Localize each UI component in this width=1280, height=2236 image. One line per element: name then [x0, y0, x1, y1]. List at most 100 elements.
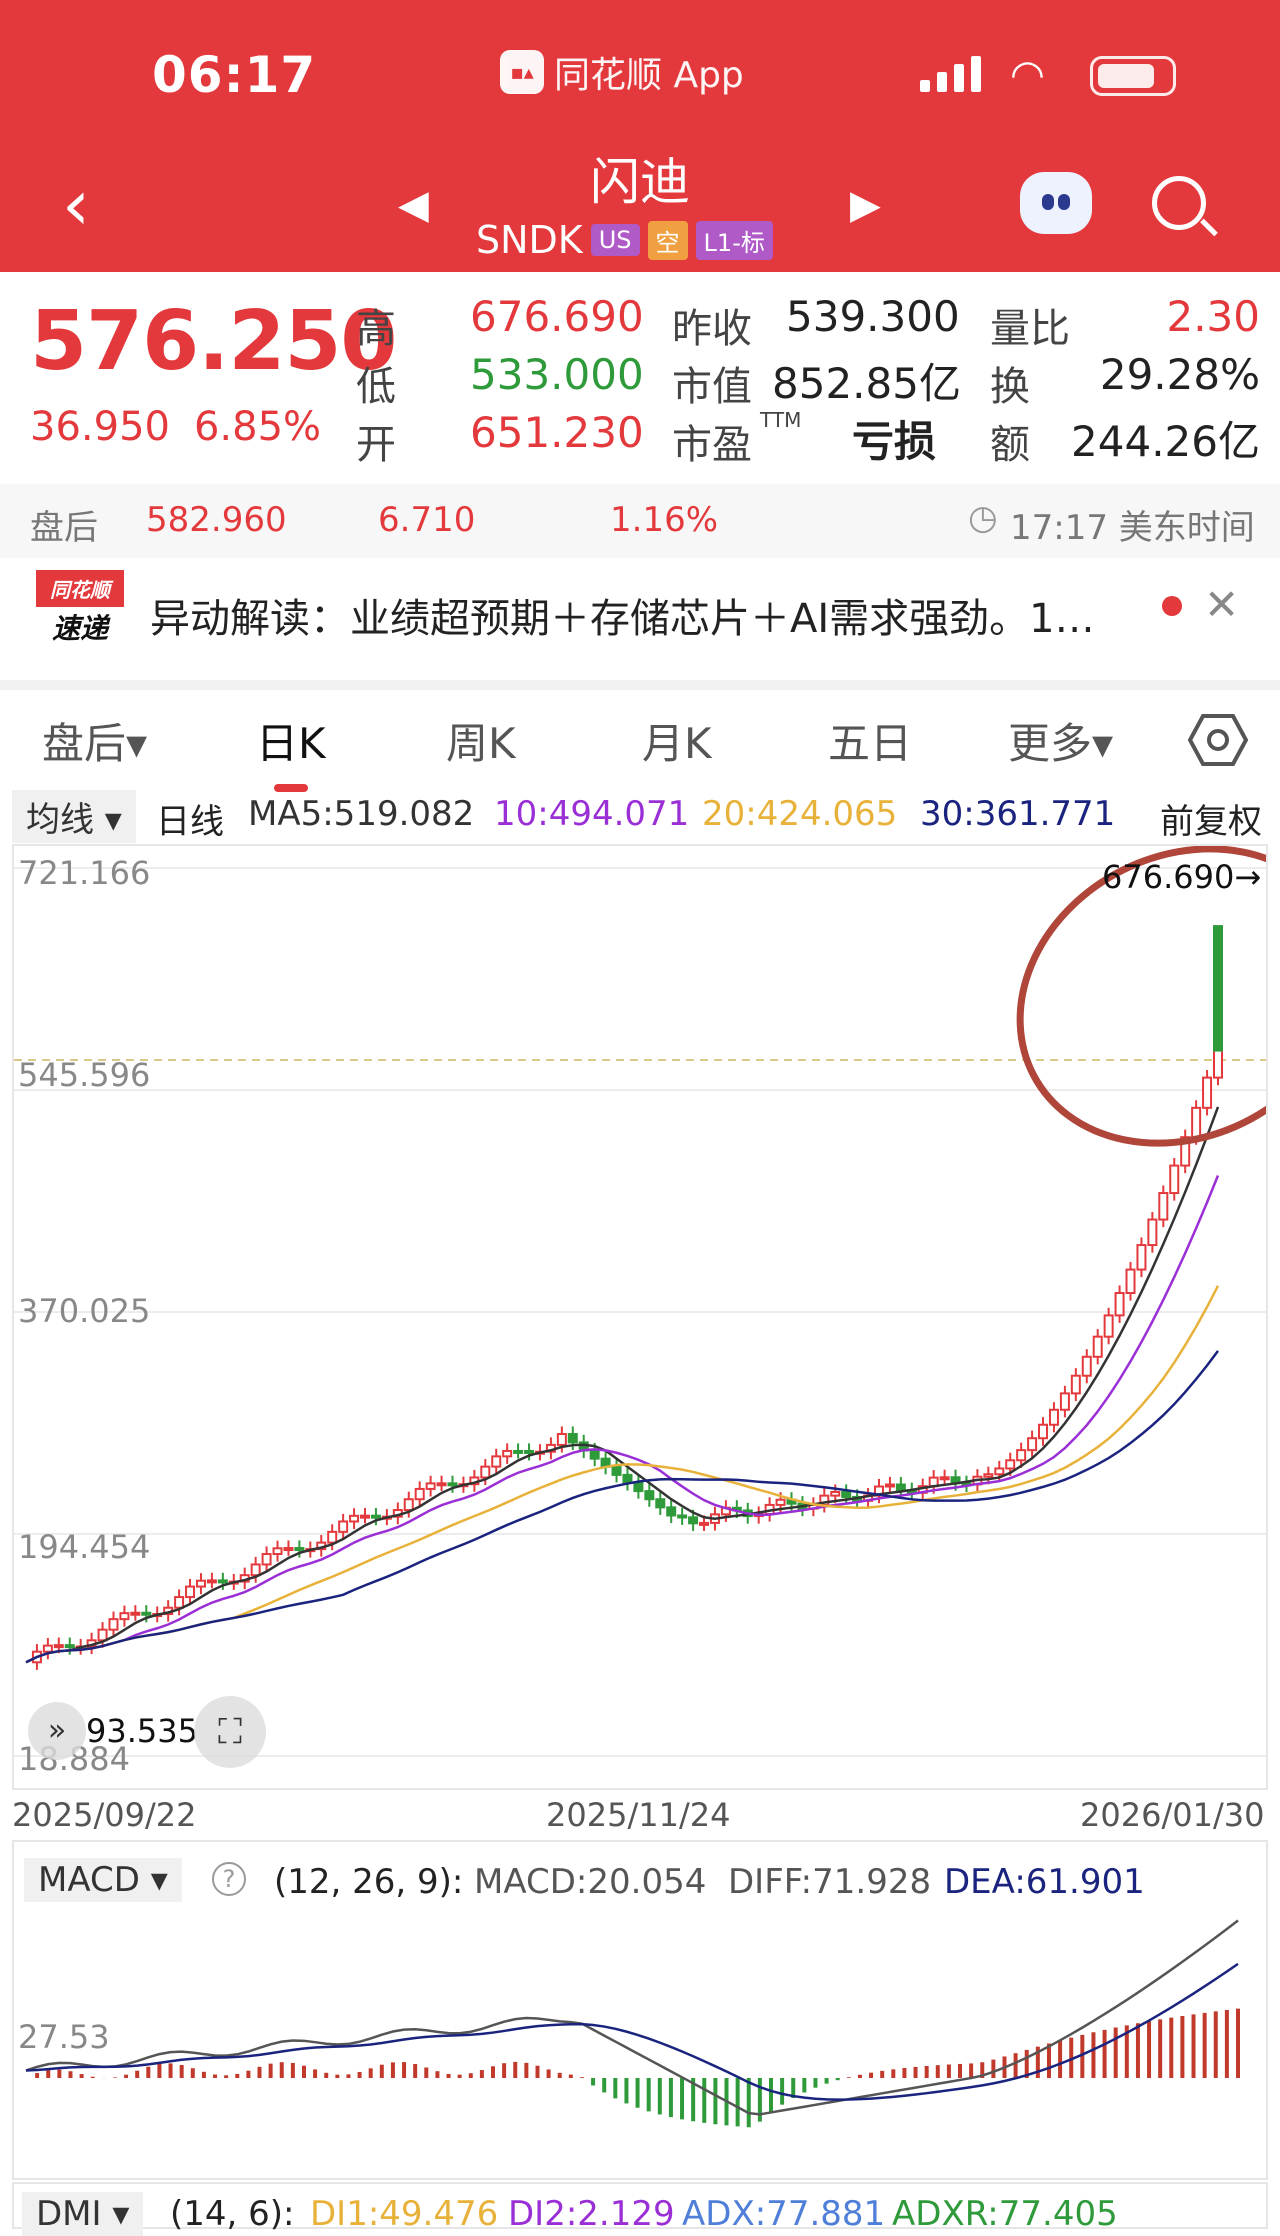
macd-selector-label: MACD — [38, 1860, 140, 1900]
x-axis-labels: 2025/09/22 2025/11/24 2026/01/30 — [0, 1790, 1280, 1836]
macd-selector[interactable]: MACD ▾ — [24, 1858, 182, 1902]
candle-body — [261, 1553, 272, 1566]
value-low: 533.000 — [470, 350, 644, 399]
macd-panel[interactable]: MACD ▾ ? (12, 26, 9): MACD:20.054 DIFF:7… — [12, 1840, 1268, 2180]
diff-line — [25, 1919, 1239, 2116]
ma-selector[interactable]: 均线 ▾ — [12, 790, 136, 843]
candle-body — [272, 1547, 283, 1556]
candle-body — [775, 1498, 786, 1506]
diff-value: DIFF:71.928 — [728, 1862, 932, 1902]
candle-body — [1103, 1314, 1114, 1338]
candle-body — [1180, 1136, 1191, 1167]
candle-body — [994, 1467, 1005, 1476]
candle-body — [666, 1506, 677, 1517]
candle-body — [1027, 1437, 1038, 1452]
battery-icon — [1090, 56, 1176, 96]
candle-body — [1147, 1218, 1158, 1247]
candle-body — [1136, 1244, 1147, 1271]
macd-params: (12, 26, 9): — [274, 1862, 464, 1902]
candle-body — [491, 1455, 502, 1468]
di2-value: DI2:2.129 — [508, 2194, 675, 2234]
x-label-0: 2025/09/22 — [12, 1796, 197, 1834]
search-icon[interactable] — [1152, 176, 1206, 230]
assistant-robot-icon[interactable] — [1020, 172, 1092, 234]
candle-body — [108, 1618, 119, 1631]
candle-body — [655, 1498, 666, 1509]
dmi-selector[interactable]: DMI ▾ — [22, 2192, 144, 2236]
candle-body — [97, 1628, 108, 1642]
ma5-value: MA5:519.082 — [248, 794, 475, 834]
stock-name: 闪迪 — [590, 153, 690, 211]
value-pe: 亏损 — [852, 417, 937, 466]
settings-hexagon-icon[interactable] — [1188, 710, 1248, 770]
ma-legend-row: 均线 ▾ 日线 MA5:519.082 10:494.071 20:424.06… — [0, 784, 1280, 843]
candle-body — [1092, 1335, 1103, 1358]
prev-stock-icon[interactable]: ◀ — [398, 182, 429, 228]
candle-body — [217, 1579, 228, 1584]
adx-value: ADX:77.881 — [682, 2194, 886, 2234]
close-icon[interactable]: ✕ — [1204, 580, 1240, 629]
stock-code: SNDK — [476, 218, 583, 262]
tab-weekly[interactable]: 周K — [446, 719, 516, 768]
tab-five-day[interactable]: 五日 — [828, 719, 913, 768]
dea-value: DEA:61.901 — [944, 1862, 1145, 1902]
candle-body — [447, 1482, 458, 1487]
price-change-row: 36.950 6.85% — [30, 404, 321, 450]
tab-daily[interactable]: 日K — [256, 719, 326, 768]
candle-body — [42, 1644, 53, 1653]
after-hours-label: 盘后 — [30, 508, 98, 548]
app-logo-icon: ▪▴ — [500, 50, 544, 94]
candle-body — [185, 1585, 196, 1599]
highlight-circle — [1016, 845, 1280, 1147]
candle-body — [513, 1449, 524, 1454]
price-change-pct: 6.85% — [193, 404, 322, 450]
candle-body — [589, 1449, 600, 1460]
candle-body — [195, 1579, 206, 1588]
candle-body — [939, 1476, 950, 1481]
dmi-panel[interactable]: DMI ▾ (14, 6): DI1:49.476 DI2:2.129 ADX:… — [12, 2182, 1268, 2236]
next-stock-icon[interactable]: ▶ — [850, 182, 881, 228]
tab-monthly[interactable]: 月K — [642, 719, 712, 768]
fullscreen-icon[interactable]: ⛶ — [194, 1696, 266, 1768]
clock-icon: ◷ — [968, 498, 998, 538]
collapse-icon[interactable]: » — [28, 1702, 86, 1760]
label-low: 低 — [356, 364, 396, 410]
news-text: 异动解读：业绩超预期＋存储芯片＋AI需求强劲。1… — [150, 596, 1095, 642]
ma20-value: 20:424.065 — [702, 794, 898, 834]
candle-body — [206, 1579, 217, 1584]
kline-chart[interactable]: 721.166 545.596 370.025 194.454 18.884 6… — [12, 844, 1280, 1790]
macd-svg — [25, 1919, 1240, 2128]
ma-line — [25, 1106, 1220, 1664]
adxr-value: ADXR:77.405 — [892, 2194, 1118, 2234]
app-badge: ▪▴ 同花顺 App — [500, 46, 744, 98]
after-hours-change: 6.710 — [378, 500, 476, 540]
candle-body — [1059, 1392, 1070, 1411]
value-vol-ratio: 2.30 — [1166, 292, 1260, 341]
back-icon[interactable]: ‹ — [62, 164, 90, 246]
help-icon[interactable]: ? — [212, 1862, 246, 1896]
tab-more[interactable]: 更多▾ — [1008, 719, 1114, 768]
candle-body — [338, 1520, 349, 1533]
value-prev-close: 539.300 — [786, 292, 960, 341]
candle-body — [370, 1514, 381, 1519]
news-logo-bottom: 速递 — [51, 612, 108, 645]
news-banner[interactable]: 同花顺 速递 异动解读：业绩超预期＋存储芯片＋AI需求强劲。1… ✕ — [0, 558, 1280, 662]
tag-market: US — [590, 224, 640, 256]
adjust-mode[interactable]: 前复权 — [1160, 802, 1262, 842]
candle-body — [1016, 1449, 1027, 1462]
tab-after-hours[interactable]: 盘后▾ — [42, 719, 148, 768]
kline-svg — [14, 845, 1280, 1757]
value-mkt-cap: 852.85亿 — [772, 359, 961, 408]
macd-value: MACD:20.054 — [474, 1862, 707, 1902]
candle-body — [436, 1482, 447, 1487]
y-label-1: 545.596 — [18, 1056, 151, 1094]
label-pe: 市盈 — [672, 422, 752, 468]
app-label: 同花顺 App — [554, 55, 744, 96]
price-change: 36.950 — [30, 404, 170, 450]
candle-body — [360, 1514, 371, 1519]
value-open: 651.230 — [470, 408, 644, 457]
candle-body — [1005, 1459, 1016, 1470]
status-time: 06:17 — [152, 46, 317, 104]
macd-y-label: 27.53 — [18, 2018, 110, 2056]
active-tab-indicator — [274, 784, 308, 792]
